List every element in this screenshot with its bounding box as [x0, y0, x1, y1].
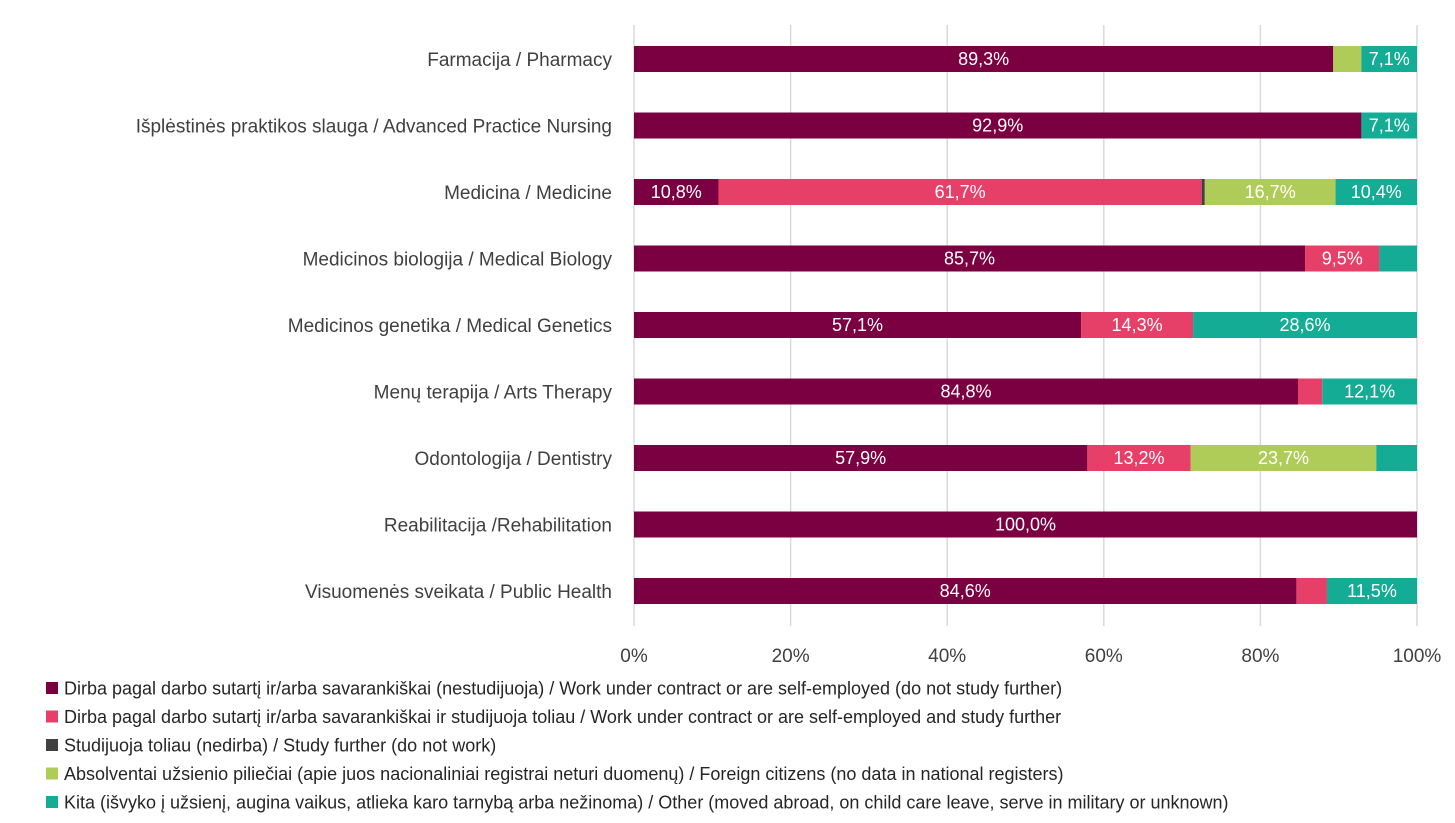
- bar-segment: [634, 578, 1297, 604]
- bar-segment: [1305, 245, 1380, 272]
- bar-value-label: 57,1%: [832, 315, 883, 335]
- bar-segment: [1296, 578, 1327, 604]
- category-label: Farmacija / Pharmacy: [427, 50, 612, 71]
- bar-segment: [634, 245, 1306, 272]
- legend-swatch: [46, 682, 58, 694]
- x-tick-label: 40%: [928, 646, 966, 667]
- bar-value-label: 11,5%: [1347, 581, 1397, 601]
- category-labels: Farmacija / Pharmacy Išplėstinės praktiko…: [136, 50, 613, 603]
- legend-label: Absolventai užsienio piliečiai (apie juo…: [64, 764, 1064, 784]
- bar-segment: [1201, 179, 1205, 205]
- bar-segment: [1361, 46, 1417, 72]
- bar-segment: [718, 179, 1202, 205]
- bar-value-label: 7,1%: [1369, 49, 1410, 69]
- bar-segment: [1335, 179, 1417, 205]
- bar-segment: [1081, 312, 1194, 338]
- bar-segment: [1087, 445, 1191, 471]
- bar-segment: [1190, 445, 1377, 471]
- bar-value-label: 10,4%: [1351, 182, 1402, 202]
- category-label: Menų terapija / Arts Therapy: [374, 383, 613, 404]
- bar-segment: [1376, 445, 1417, 471]
- x-tick-label: 60%: [1085, 646, 1123, 667]
- bar-value-label: 13,2%: [1114, 448, 1165, 468]
- category-label: Medicina / Medicine: [444, 183, 612, 204]
- x-tick-label: 20%: [772, 646, 810, 667]
- bar-value-label: 89,3%: [958, 49, 1009, 69]
- bar-value-label: 9,5%: [1322, 249, 1363, 269]
- x-tick-label: 0%: [620, 646, 648, 667]
- legend-label: Kita (išvyko į užsienį, augina vaikus, a…: [64, 793, 1229, 813]
- category-label: Medicinos biologija / Medical Biology: [303, 250, 613, 271]
- bar-value-label: 85,7%: [944, 249, 995, 269]
- bar-segment: [634, 445, 1088, 471]
- category-label: Visuomenės sveikata / Public Health: [305, 582, 612, 603]
- x-axis-ticks: 0% 20% 40% 60% 80% 100%: [620, 646, 1441, 667]
- bar-segment: [1297, 378, 1323, 405]
- bar-segment: [1326, 578, 1417, 604]
- x-tick-label: 100%: [1393, 646, 1442, 667]
- bar-segment: [634, 179, 719, 205]
- bar-value-label: 61,7%: [935, 182, 986, 202]
- bar-value-label: 14,3%: [1112, 315, 1163, 335]
- legend-swatch: [46, 739, 58, 751]
- bar-value-label: 57,9%: [835, 448, 886, 468]
- legend-label: Dirba pagal darbo sutartį ir/arba savara…: [64, 679, 1062, 699]
- bars: 89,3% 7,1% 92,9% 7,1% 10,8% 61,7% 16,7% 10,4% 85…: [634, 46, 1417, 604]
- bar-segment: [1333, 46, 1362, 72]
- bar-segment: [634, 511, 1417, 538]
- bar-value-label: 12,1%: [1344, 382, 1395, 402]
- legend-swatch: [46, 710, 58, 723]
- bar-segment: [1322, 378, 1417, 405]
- legend-swatch: [46, 796, 58, 808]
- bar-segment: [634, 46, 1334, 72]
- bar-segment: [1193, 312, 1417, 338]
- category-label: Odontologija / Dentistry: [415, 449, 613, 470]
- bar-segment: [634, 378, 1298, 405]
- bar-segment: [634, 112, 1362, 139]
- category-label: Išplėstinės praktikos slauga / Advanced …: [136, 117, 612, 138]
- x-tick-label: 80%: [1241, 646, 1279, 667]
- bar-value-label: 84,8%: [940, 382, 991, 402]
- bar-value-label: 16,7%: [1245, 182, 1296, 202]
- bar-value-label: 23,7%: [1258, 448, 1309, 468]
- legend-label: Studijuoja toliau (nedirba) / Study furt…: [64, 736, 496, 756]
- bar-segment: [1361, 112, 1417, 139]
- category-label: Medicinos genetika / Medical Genetics: [288, 316, 612, 337]
- bar-value-label: 92,9%: [972, 116, 1023, 136]
- bar-segment: [634, 312, 1082, 338]
- bar-value-label: 84,6%: [940, 581, 991, 601]
- legend-swatch: [46, 767, 58, 780]
- bar-segment: [1204, 179, 1336, 205]
- legend: Dirba pagal darbo sutartį ir/arba savara…: [46, 679, 1229, 813]
- bar-value-label: 100,0%: [995, 515, 1056, 535]
- bar-value-label: 7,1%: [1369, 116, 1410, 136]
- legend-label: Dirba pagal darbo sutartį ir/arba savara…: [64, 707, 1061, 727]
- category-label: Reabilitacija /Rehabilitation: [384, 516, 612, 537]
- bar-segment: [1379, 245, 1417, 272]
- bar-value-label: 28,6%: [1280, 315, 1331, 335]
- bar-value-label: 10,8%: [651, 182, 702, 202]
